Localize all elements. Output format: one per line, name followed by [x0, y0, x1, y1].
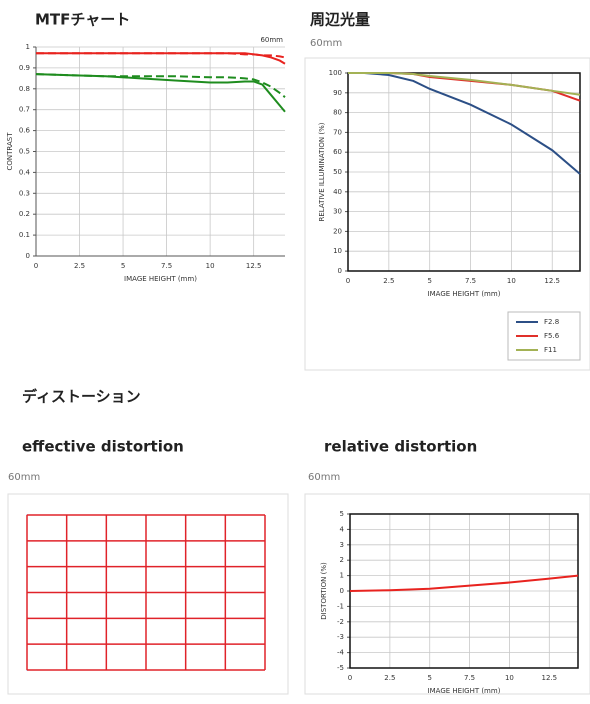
panel	[7, 493, 289, 695]
focal-length: 60mm	[308, 472, 340, 483]
series-line	[36, 52, 286, 65]
y-tick-label: 0	[340, 587, 344, 595]
y-tick-label: -4	[337, 649, 345, 657]
x-tick-label: 12.5	[544, 277, 560, 285]
y-tick-label: 5	[340, 510, 344, 518]
series-line	[35, 73, 286, 113]
y-tick-label: 70	[333, 128, 342, 136]
x-tick-label: 7.5	[161, 262, 172, 270]
x-tick-label: 5	[121, 262, 125, 270]
heading: MTFチャート	[35, 11, 130, 29]
focal-length: 60mm	[8, 472, 40, 483]
x-tick-label: 10	[505, 674, 514, 682]
y-tick-label: 0.2	[19, 210, 30, 218]
y-tick-label: 10	[333, 247, 342, 255]
series-line	[349, 574, 579, 592]
annotation: 60mm	[260, 36, 283, 44]
y-axis-label: CONTRAST	[6, 132, 14, 171]
distortion-grid	[26, 514, 266, 671]
x-tick-label: 5	[427, 277, 431, 285]
x-tick-label: 2.5	[74, 262, 85, 270]
y-tick-label: 2	[340, 556, 344, 564]
x-tick-label: 10	[507, 277, 516, 285]
y-tick-label: 0.6	[19, 127, 31, 135]
y-tick-label: 0.9	[19, 64, 30, 72]
legend-label: F11	[544, 346, 557, 354]
y-tick-label: 4	[340, 525, 345, 533]
y-tick-label: 40	[333, 188, 342, 196]
x-axis-label: IMAGE HEIGHT (mm)	[428, 290, 501, 298]
y-tick-label: -2	[337, 618, 344, 626]
y-tick-label: 50	[333, 168, 342, 176]
y-tick-label: 20	[333, 227, 342, 235]
y-tick-label: -3	[337, 633, 344, 641]
heading: ディストーション	[22, 388, 141, 406]
x-tick-label: 0	[346, 277, 350, 285]
y-tick-label: 0	[338, 267, 342, 275]
y-tick-label: 80	[333, 109, 342, 117]
x-tick-label: 2.5	[383, 277, 394, 285]
y-axis-label: DISTORTION (%)	[320, 562, 328, 620]
y-tick-label: -5	[337, 664, 344, 672]
x-tick-label: 7.5	[464, 674, 475, 682]
y-tick-label: 0.8	[19, 85, 30, 93]
y-tick-label: 0.4	[19, 168, 31, 176]
y-tick-label: 30	[333, 208, 342, 216]
x-tick-label: 10	[206, 262, 215, 270]
x-tick-label: 12.5	[542, 674, 558, 682]
legend-label: F2.8	[544, 318, 559, 326]
y-axis-label: RELATIVE ILLUMINATION (%)	[318, 122, 326, 221]
panel	[304, 493, 590, 695]
y-tick-label: 0.7	[19, 106, 30, 114]
y-tick-label: 0.5	[19, 148, 30, 156]
y-tick-label: 3	[340, 541, 344, 549]
x-tick-label: 0	[348, 674, 352, 682]
plot-frame	[347, 72, 581, 272]
x-tick-label: 5	[427, 674, 431, 682]
x-axis-label: IMAGE HEIGHT (mm)	[428, 687, 501, 695]
x-tick-label: 0	[34, 262, 38, 270]
series-line	[348, 72, 581, 96]
y-tick-label: 1	[26, 43, 30, 51]
legend-label: F5.6	[544, 332, 560, 340]
heading: 周辺光量	[310, 11, 370, 29]
y-tick-label: 90	[333, 89, 342, 97]
heading: effective distortion	[22, 438, 184, 456]
y-tick-label: 0.3	[19, 189, 30, 197]
series-line	[36, 52, 286, 59]
x-tick-label: 2.5	[384, 674, 395, 682]
focal-length: 60mm	[310, 38, 342, 49]
y-tick-label: 60	[333, 148, 342, 156]
heading: relative distortion	[324, 438, 477, 456]
y-tick-label: -1	[337, 602, 344, 610]
x-tick-label: 7.5	[465, 277, 476, 285]
x-axis-label: IMAGE HEIGHT (mm)	[124, 275, 197, 283]
y-tick-label: 100	[329, 69, 342, 77]
y-tick-label: 0.1	[19, 231, 30, 239]
y-tick-label: 0	[26, 252, 30, 260]
y-tick-label: 1	[340, 572, 344, 580]
x-tick-label: 12.5	[246, 262, 262, 270]
series-line	[35, 73, 286, 98]
